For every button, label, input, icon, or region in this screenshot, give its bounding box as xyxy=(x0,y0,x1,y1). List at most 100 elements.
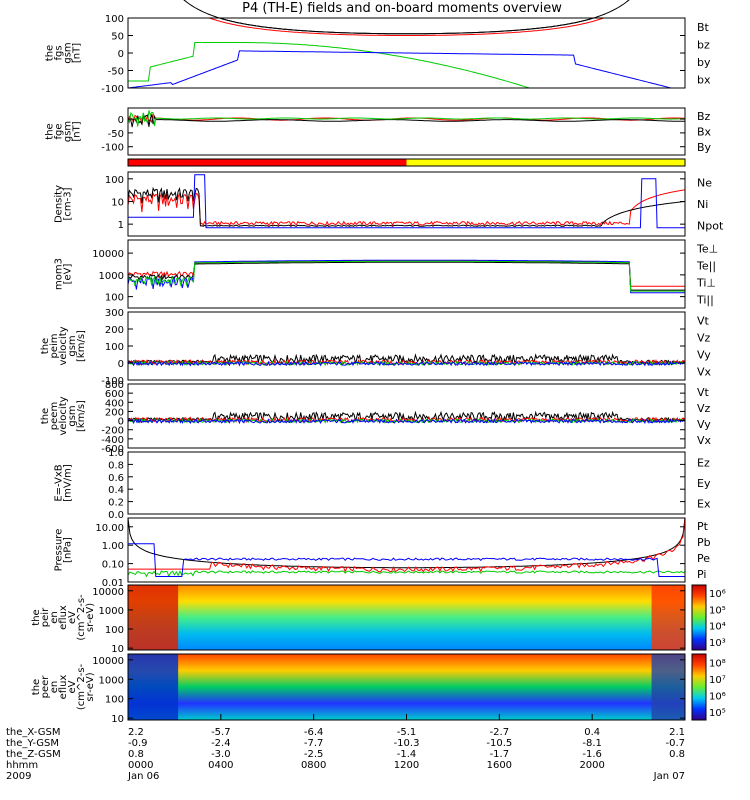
heatmap-10-field xyxy=(128,654,685,720)
panel-8-legend-2: Pe xyxy=(697,552,710,565)
panel-0-ytick-label: 100 xyxy=(105,14,124,25)
panel-1-legend-2: By xyxy=(697,141,712,154)
panel-10-series xyxy=(128,654,685,720)
xtick-label: -7.7 xyxy=(304,738,324,749)
heatmap-10-start-region xyxy=(128,654,179,720)
panel-6-frame xyxy=(127,383,686,449)
panel-7-legend-2: Ex xyxy=(697,498,711,511)
panel-4-frame xyxy=(127,239,686,309)
panel-8-legend-0: Pt xyxy=(697,520,709,533)
panel-6-ytick-label: 0 xyxy=(118,417,124,428)
panel-7-frame xyxy=(127,451,686,515)
xtick-label: -1.7 xyxy=(490,749,510,760)
panel-1-ytick-label: 0 xyxy=(118,115,124,126)
panel-9-ylabel-line: eV xyxy=(67,611,78,624)
panel-10-ytick-label: 1000 xyxy=(99,675,124,686)
panel-9-series xyxy=(128,585,685,650)
panel-4-series xyxy=(128,259,685,294)
panel-9-frame xyxy=(127,584,686,651)
panel-1-legend-0: Bz xyxy=(697,110,711,123)
panel-7-ytick-label: 0.4 xyxy=(108,485,124,496)
panel-10-ylabel-line: en xyxy=(49,681,60,694)
panel-9-ylabel-line: (cm^2-s- xyxy=(76,594,87,641)
panel-4-ylabel-line: [eV] xyxy=(63,264,74,285)
panel-4-ytick-label: 100 xyxy=(105,293,124,304)
series-Vx xyxy=(128,360,685,367)
colorbar-9-tick-label: 10⁵ xyxy=(709,605,726,616)
panel-8-legend-1: Pb xyxy=(697,536,711,549)
heatmap-10-end-region xyxy=(651,654,685,720)
series-Bz xyxy=(128,112,685,125)
panel-3-legend-0: Ne xyxy=(697,177,712,190)
panel-4-ytick-label: 1000 xyxy=(99,271,124,282)
series-bx xyxy=(128,50,674,88)
series-Vt xyxy=(128,353,685,365)
panel-3-legend-2: Npot xyxy=(697,219,724,232)
xtick-label: 2.1 xyxy=(669,727,685,738)
colorbar-9-tick-label: 10³ xyxy=(709,638,726,649)
panel-1-ylabel-line: the xyxy=(45,123,56,139)
panel-6-legend-1: Vz xyxy=(697,402,711,415)
xtick-label: Jan 06 xyxy=(127,771,159,782)
panel-10-ylabel-line: eV xyxy=(67,680,78,693)
panel-0-legend-2: by xyxy=(697,56,711,69)
series-Tipar xyxy=(128,260,685,292)
panel-5-ytick-label: 0 xyxy=(118,359,124,370)
panel-4-legend-2: Ti⊥ xyxy=(696,277,716,290)
panel-0-legend-1: bz xyxy=(697,38,710,51)
panel-5-ylabel-line: peim xyxy=(49,333,60,358)
panel-5-ylabel-line: gsm xyxy=(67,335,78,356)
panel-6-legend-2: Vy xyxy=(697,418,711,431)
series-Npot xyxy=(128,174,685,229)
panel-0-ylabel-line: fgs xyxy=(54,45,65,60)
panel-1-ytick-label: -50 xyxy=(108,129,124,140)
panel-9-ylabel-line: eflux xyxy=(58,605,69,630)
panel-5-legend-3: Vx xyxy=(697,366,712,379)
xtick-label: 2.2 xyxy=(128,727,144,738)
series-Pi xyxy=(128,543,685,577)
series-Vz xyxy=(128,416,685,424)
panel-6-ylabel-line: [km/s] xyxy=(76,400,87,432)
panel-6-ytick-label: -600 xyxy=(101,444,124,455)
panel-6-ylabel-line: the xyxy=(40,408,51,424)
panel-3-ytick-label: 1 xyxy=(118,220,124,231)
panel-8-ytick-label: 0.01 xyxy=(102,578,124,589)
xtick-label: Jan 07 xyxy=(653,771,685,782)
series-Pe xyxy=(128,570,685,578)
panel-2-frame xyxy=(127,158,686,167)
panel-9-ytick-label: 10 xyxy=(111,644,124,655)
panel-4-ytick-label: 10000 xyxy=(92,249,124,260)
xtick-label: -1.4 xyxy=(397,749,417,760)
panel-9-ylabel-line: the xyxy=(31,609,42,625)
panel-3-ylabel-line: [cm-3] xyxy=(63,187,74,220)
panel-6-ylabel-line: peem xyxy=(49,402,60,430)
panel-5-ylabel-line: [km/s] xyxy=(76,330,87,362)
heatmap-9-start-region xyxy=(128,585,179,650)
panel-3-ytick-label: 10 xyxy=(111,197,124,208)
panel-8-legend-3: Pi xyxy=(697,568,706,581)
panel-5-legend-0: Vt xyxy=(697,315,710,328)
panel-6-ylabel-line: velocity xyxy=(58,396,69,435)
xtick-label: -1.6 xyxy=(582,749,602,760)
panel-10-ytick-label: 10 xyxy=(111,714,124,725)
xtick-label: -2.5 xyxy=(304,749,324,760)
xtick-label: 0.8 xyxy=(669,749,685,760)
panel-1-ylabel-line: [nT] xyxy=(72,121,83,141)
panel-5-ylabel-line: the xyxy=(40,338,51,354)
panel-0-legend-0: Bt xyxy=(697,21,710,34)
heatmap-9-end-region xyxy=(651,585,685,650)
panel-10-ylabel-line: peer xyxy=(40,675,51,699)
colorbar-10-tick-label: 10⁶ xyxy=(709,691,726,702)
panel-8-ytick-label: 10.00 xyxy=(95,523,124,534)
colorbar-9-tick-label: 10⁶ xyxy=(709,589,726,600)
series-Pb xyxy=(128,518,685,573)
series-bz xyxy=(207,18,606,36)
panel-7-legend-0: Ez xyxy=(697,456,710,469)
panel-6-ytick-label: 800 xyxy=(105,380,124,391)
xtick-label: -2.7 xyxy=(490,727,510,738)
panel-5-ytick-label: -100 xyxy=(101,376,124,387)
xtick-label: 0.4 xyxy=(584,727,600,738)
panel-6-legend-0: Vt xyxy=(697,386,710,399)
series-Tepar xyxy=(128,261,685,291)
